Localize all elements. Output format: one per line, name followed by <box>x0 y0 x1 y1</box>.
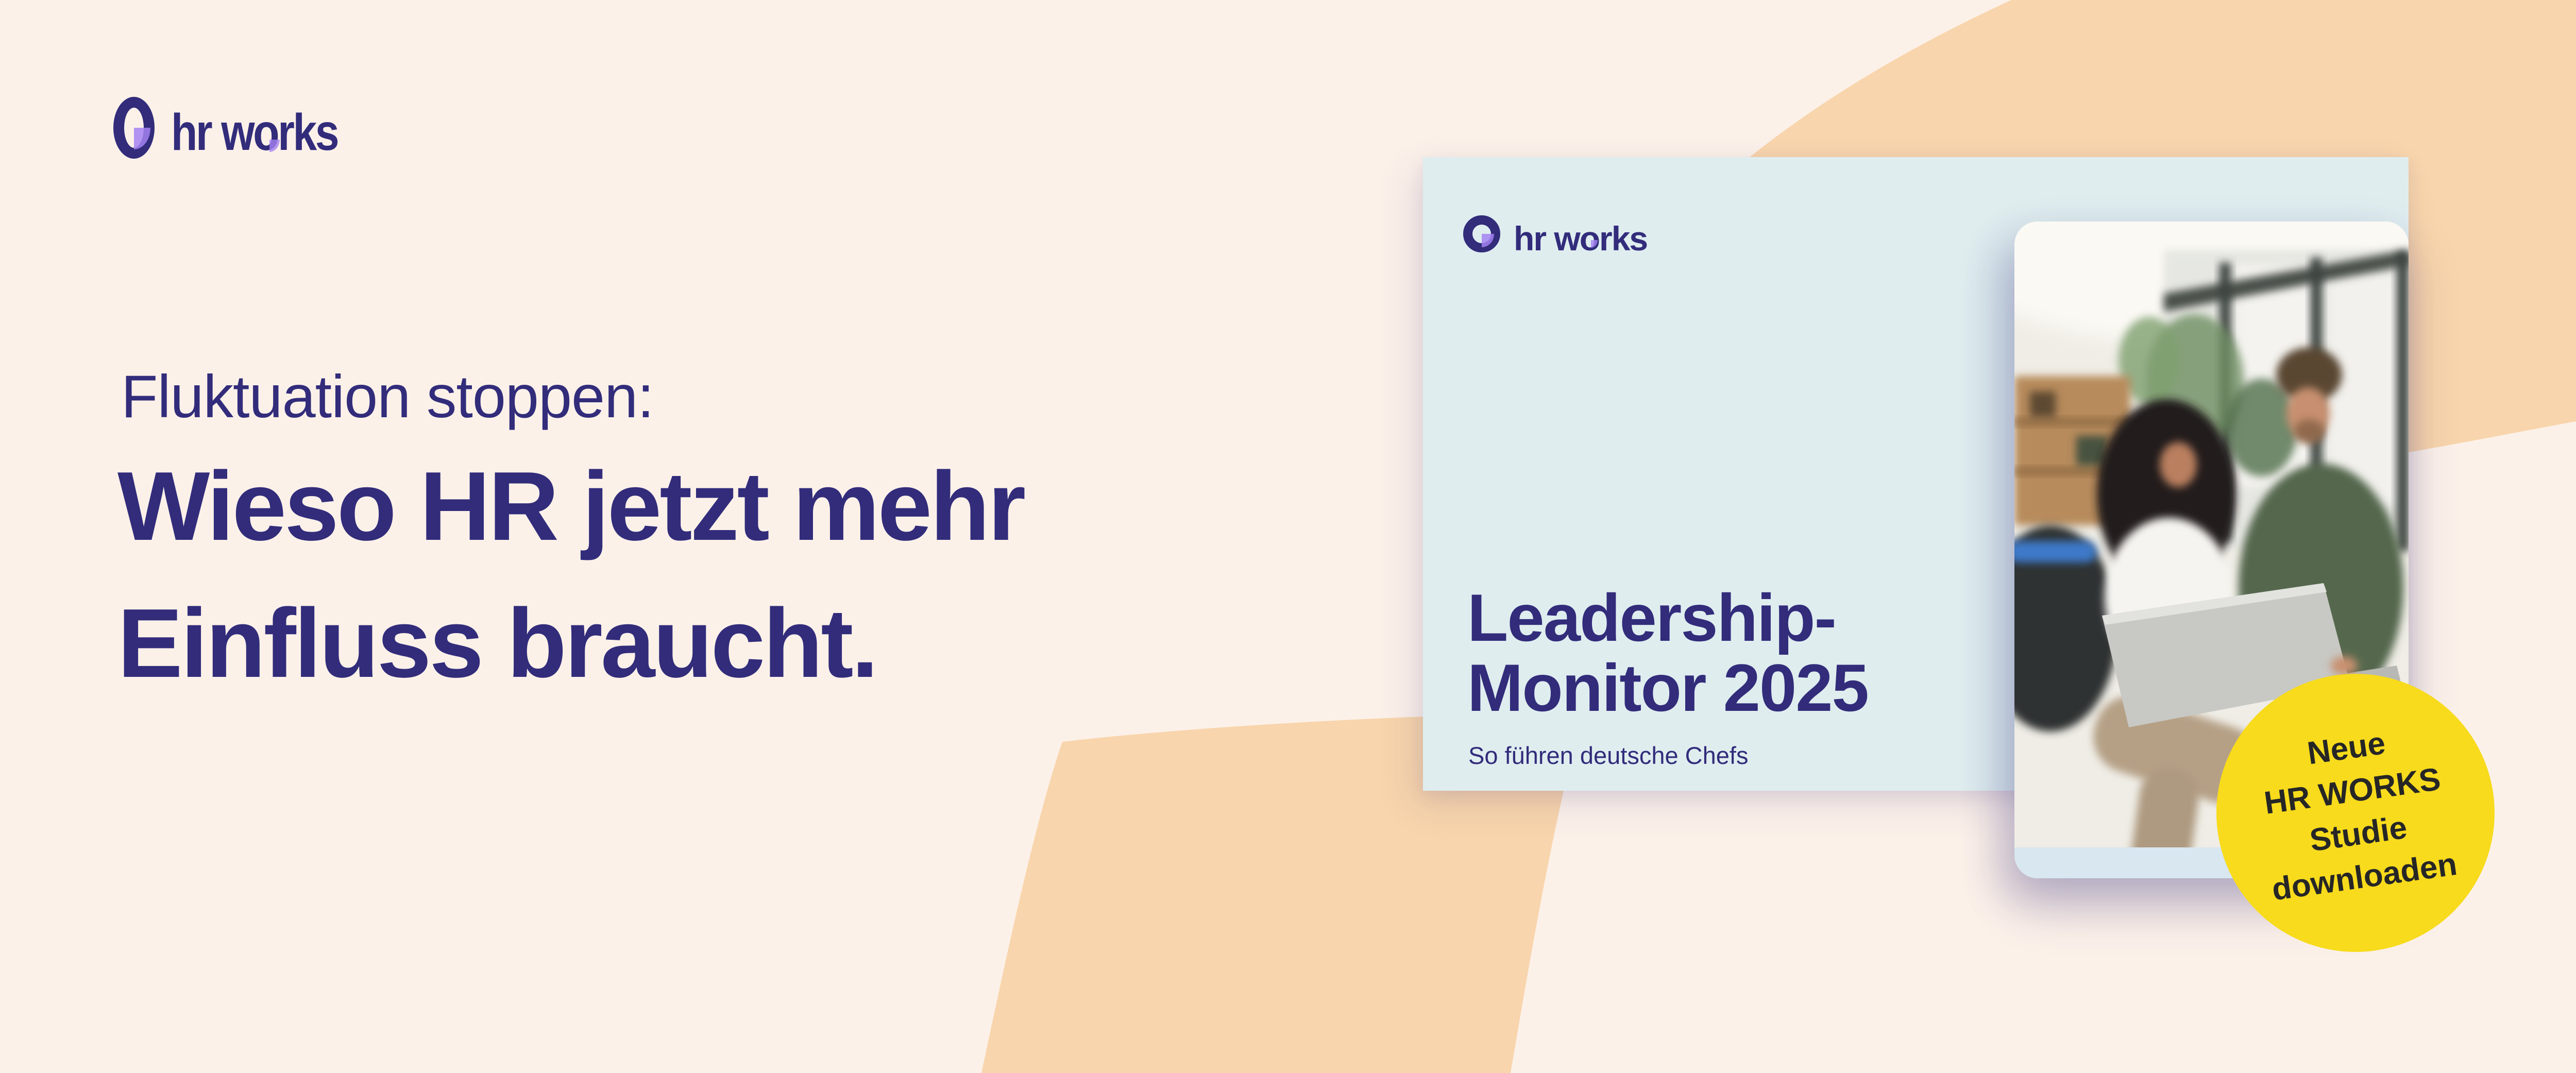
study-subtitle: So führen deutsche Chefs <box>1468 742 1749 769</box>
download-badge-text: Neue HR WORKS Studie downloaden <box>2251 714 2460 911</box>
study-title-line-2: Monitor 2025 <box>1467 650 1869 725</box>
headline-line-2: Einfluss braucht. <box>117 589 878 698</box>
download-badge[interactable]: Neue HR WORKS Studie downloaden <box>2216 674 2495 952</box>
study-title-line-1: Leadership- <box>1467 580 1837 655</box>
card-hrworks-wordmark: hr works <box>1514 219 1648 258</box>
wordmark-segment: hr w <box>1514 219 1581 258</box>
hrworks-wordmark: hr works <box>171 104 340 161</box>
wordmark-segment: rks <box>278 104 339 161</box>
headline-eyebrow: Fluktuation stoppen: <box>121 363 654 430</box>
headline: Wieso HR jetzt mehr Einfluss braucht. <box>117 438 1026 712</box>
study-title: Leadership- Monitor 2025 <box>1467 580 1869 725</box>
wordmark-segment-o: o <box>253 104 279 161</box>
wordmark-segment: hr w <box>171 104 255 161</box>
wordmark-segment: rks <box>1599 219 1648 258</box>
headline-line-1: Wieso HR jetzt mehr <box>117 452 1026 561</box>
wordmark-segment-o: o <box>1579 219 1600 258</box>
